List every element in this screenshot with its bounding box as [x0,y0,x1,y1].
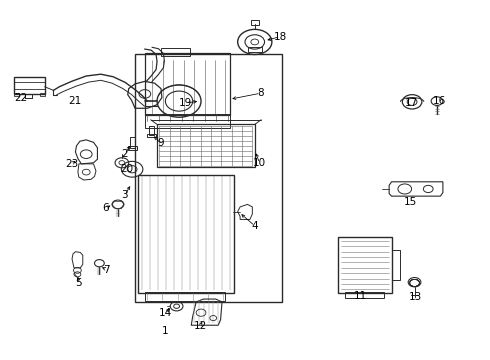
Text: 8: 8 [257,88,264,98]
Text: 3: 3 [122,190,128,200]
Text: 16: 16 [433,96,446,106]
Bar [161,48,190,56]
Bar [392,250,400,280]
Bar [14,82,45,89]
Text: 23: 23 [65,159,78,169]
Text: 20: 20 [120,163,133,174]
Bar [14,93,19,96]
Text: 18: 18 [273,32,287,41]
Bar [139,175,234,293]
Text: 13: 13 [408,292,422,302]
Text: 2: 2 [122,149,128,159]
Bar [128,146,137,150]
Bar [14,77,45,94]
Bar [40,93,45,96]
Text: 5: 5 [75,278,82,288]
Bar [145,53,230,116]
Text: 12: 12 [194,321,207,331]
Text: 1: 1 [162,326,169,336]
Text: 10: 10 [253,158,266,168]
Text: 19: 19 [179,98,192,108]
Bar [145,292,225,301]
Text: 4: 4 [251,221,258,231]
Text: 22: 22 [15,93,28,103]
Text: 9: 9 [157,139,164,148]
Text: 7: 7 [103,265,110,275]
Text: 14: 14 [159,309,172,318]
Bar [147,134,156,136]
Text: 11: 11 [354,291,368,301]
Bar [345,292,384,298]
Bar [149,126,154,135]
Text: 6: 6 [102,203,109,213]
Text: 17: 17 [405,98,418,108]
Bar [157,125,255,167]
Bar [145,114,230,128]
Bar [130,137,135,148]
Text: 21: 21 [68,96,82,106]
Text: 15: 15 [404,197,417,207]
Bar [251,20,259,25]
Bar [338,237,392,293]
Bar [248,46,262,51]
Bar [135,54,282,302]
